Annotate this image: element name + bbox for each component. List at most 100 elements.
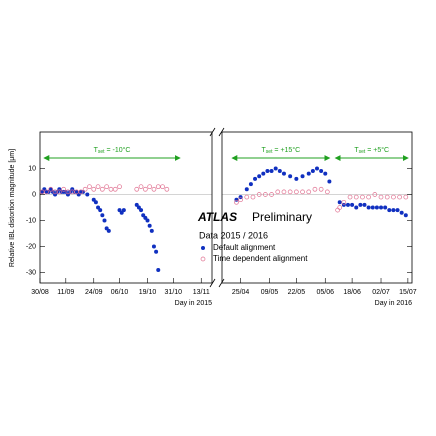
x-tick-label: 13/11 bbox=[193, 289, 210, 296]
data-point bbox=[391, 208, 396, 213]
legend-label: Default alignment bbox=[213, 243, 276, 252]
axis-break bbox=[209, 278, 216, 288]
data-point bbox=[347, 194, 353, 200]
data-point bbox=[281, 171, 286, 176]
data-point bbox=[300, 174, 305, 179]
data-point bbox=[310, 169, 315, 174]
data-point bbox=[383, 205, 388, 210]
x-tick-label: 24/09 bbox=[85, 289, 103, 296]
data-point bbox=[337, 205, 343, 210]
x-tick-label: 18/06 bbox=[343, 289, 361, 296]
data-point bbox=[257, 174, 262, 179]
temperature-label-main: T bbox=[262, 147, 267, 154]
data-point bbox=[108, 186, 114, 192]
temperature-label-main: T bbox=[94, 147, 99, 154]
data-point bbox=[287, 189, 293, 195]
data-point bbox=[358, 202, 363, 207]
data-point bbox=[318, 186, 324, 192]
data-point bbox=[337, 200, 342, 205]
legend-marker bbox=[201, 246, 205, 250]
temperature-label-sub: set bbox=[359, 149, 366, 155]
temperature-label-rest: = +15°C bbox=[272, 146, 300, 154]
data-point bbox=[248, 182, 253, 187]
data-point bbox=[294, 176, 299, 181]
data-point bbox=[366, 205, 371, 210]
data-point bbox=[261, 171, 266, 176]
data-point bbox=[138, 184, 144, 190]
plot-frame bbox=[221, 131, 413, 284]
temperature-label-rest: = +5°C bbox=[365, 146, 389, 154]
data-point bbox=[151, 186, 157, 192]
x-tick-label: 02/07 bbox=[372, 289, 390, 296]
data-point bbox=[121, 208, 126, 213]
data-point bbox=[147, 223, 152, 228]
data-point bbox=[293, 189, 299, 195]
data-point bbox=[275, 189, 281, 195]
data-point bbox=[281, 189, 287, 195]
data-point bbox=[154, 249, 159, 254]
data-point bbox=[234, 199, 239, 205]
experiment-label: ATLAS bbox=[197, 210, 237, 224]
data-point bbox=[384, 194, 390, 200]
data-point bbox=[143, 186, 148, 192]
data-point bbox=[397, 194, 402, 200]
legend-marker bbox=[200, 256, 206, 262]
y-tick-label: -10 bbox=[26, 217, 36, 224]
data-point bbox=[362, 202, 367, 207]
data-point bbox=[323, 171, 328, 176]
data-point bbox=[366, 194, 371, 200]
x-axis-label: Day in 2015 bbox=[175, 300, 212, 307]
data-point bbox=[117, 184, 122, 190]
axis-break-gap bbox=[212, 129, 222, 135]
data-point bbox=[360, 194, 365, 200]
x-tick-label: 19/10 bbox=[139, 289, 157, 296]
data-point bbox=[155, 184, 161, 190]
temperature-label: Tset = +5°C bbox=[354, 146, 389, 155]
data-point bbox=[98, 208, 103, 213]
data-point bbox=[238, 197, 243, 203]
data-point bbox=[112, 186, 118, 192]
data-point bbox=[378, 194, 384, 200]
x-tick-label: 25/04 bbox=[232, 289, 250, 296]
data-point bbox=[269, 169, 274, 174]
data-point bbox=[99, 186, 105, 192]
temperature-label-rest: = -10°C bbox=[105, 146, 131, 154]
data-point bbox=[354, 205, 359, 210]
x-tick-label: 09/05 bbox=[261, 289, 279, 296]
data-point bbox=[253, 176, 258, 181]
plot-frame bbox=[39, 131, 213, 284]
data-point bbox=[403, 194, 409, 200]
data-point bbox=[56, 189, 62, 195]
data-point bbox=[265, 169, 270, 174]
y-tick-label: 10 bbox=[28, 165, 36, 172]
data-point bbox=[93, 200, 98, 205]
data-point bbox=[315, 166, 319, 171]
temperature-label: Tset = -10°C bbox=[94, 146, 131, 155]
data-point bbox=[391, 194, 396, 200]
y-tick-label: -20 bbox=[26, 243, 36, 250]
data-point bbox=[372, 192, 378, 197]
data-point bbox=[327, 179, 332, 184]
data-point bbox=[370, 205, 375, 210]
temperature-label-sub: set bbox=[98, 149, 105, 155]
axis-break bbox=[209, 127, 216, 137]
data-point bbox=[395, 208, 400, 213]
data-point bbox=[244, 194, 250, 200]
data-point bbox=[312, 186, 318, 192]
data-point bbox=[78, 189, 84, 195]
data-point bbox=[300, 189, 305, 195]
axis-break bbox=[218, 127, 225, 137]
data-point bbox=[350, 202, 355, 207]
data-point bbox=[164, 186, 170, 192]
data-point bbox=[156, 267, 161, 272]
status-label: Preliminary bbox=[252, 210, 312, 224]
data-point bbox=[399, 210, 404, 215]
data-point bbox=[306, 171, 311, 176]
data-point bbox=[256, 192, 262, 197]
data-point bbox=[379, 205, 384, 210]
data-point bbox=[306, 189, 312, 195]
data-point bbox=[145, 218, 150, 223]
data-point bbox=[149, 228, 154, 233]
data-point bbox=[387, 208, 392, 213]
